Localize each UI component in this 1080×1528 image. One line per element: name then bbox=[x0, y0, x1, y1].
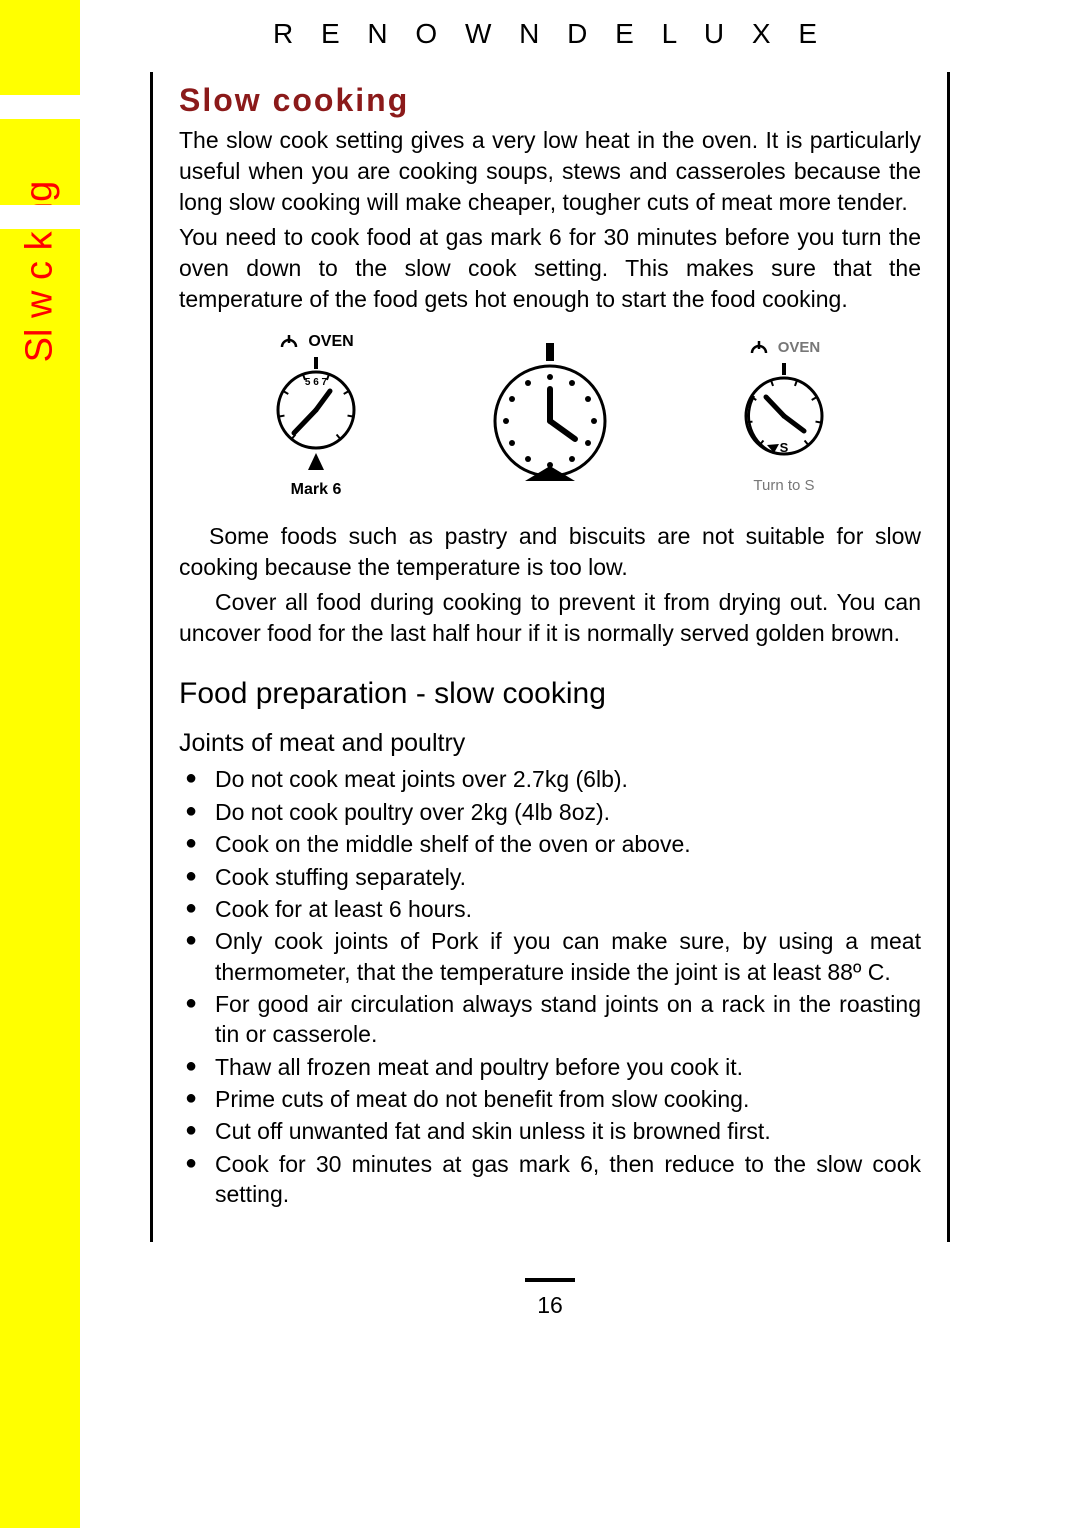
paragraph: The slow cook setting gives a very low h… bbox=[179, 125, 921, 218]
dial-caption: Mark 6 bbox=[291, 481, 342, 499]
power-icon bbox=[278, 333, 300, 351]
clock-graphic bbox=[480, 341, 620, 491]
page-number-rule bbox=[525, 1278, 575, 1282]
content-column: Slow cooking The slow cook setting gives… bbox=[150, 72, 950, 1242]
page-body: R E N O W N D E L U X E Slow cooking The… bbox=[100, 0, 1000, 1319]
list-item: Cut off unwanted fat and skin unless it … bbox=[185, 1116, 921, 1146]
paragraph: Cover all food during cooking to prevent… bbox=[179, 587, 921, 649]
list-item: Prime cuts of meat do not benefit from s… bbox=[185, 1084, 921, 1114]
oven-dial-turn-to-s: OVEN S bbox=[734, 339, 834, 494]
svg-text:S: S bbox=[780, 440, 789, 455]
list-item: Cook for 30 minutes at gas mark 6, then … bbox=[185, 1149, 921, 1210]
section-heading-slow-cooking: Slow cooking bbox=[179, 82, 921, 119]
subheading-food-preparation: Food preparation - slow cooking bbox=[179, 677, 921, 711]
side-tab: Sl w c king bbox=[0, 0, 80, 1528]
dial-caption: Turn to S bbox=[753, 477, 814, 494]
subsubheading-joints: Joints of meat and poultry bbox=[179, 729, 921, 758]
list-item: Cook on the middle shelf of the oven or … bbox=[185, 829, 921, 859]
power-icon bbox=[748, 339, 770, 357]
page-number: 16 bbox=[537, 1292, 563, 1318]
page-header-title: R E N O W N D E L U X E bbox=[150, 18, 950, 50]
dial-graphic: S bbox=[734, 361, 834, 471]
list-item: Do not cook poultry over 2kg (4lb 8oz). bbox=[185, 797, 921, 827]
list-item: Do not cook meat joints over 2.7kg (6lb)… bbox=[185, 764, 921, 794]
dial-illustration-row: OVEN 5 6 7 bbox=[179, 333, 921, 499]
list-item: Cook stuffing separately. bbox=[185, 862, 921, 892]
tab-cutout bbox=[0, 95, 80, 119]
page-number-block: 16 bbox=[150, 1278, 950, 1319]
list-item: Only cook joints of Pork if you can make… bbox=[185, 926, 921, 987]
svg-text:5 6 7: 5 6 7 bbox=[305, 377, 328, 388]
list-item: Cook for at least 6 hours. bbox=[185, 894, 921, 924]
list-item: For good air circulation always stand jo… bbox=[185, 989, 921, 1050]
paragraph: Some foods such as pastry and biscuits a… bbox=[179, 521, 921, 583]
tab-cutout bbox=[0, 205, 80, 229]
list-item: Thaw all frozen meat and poultry before … bbox=[185, 1052, 921, 1082]
oven-dial-mark6: OVEN 5 6 7 bbox=[266, 333, 366, 499]
paragraph: You need to cook food at gas mark 6 for … bbox=[179, 222, 921, 315]
oven-label: OVEN bbox=[778, 339, 821, 356]
bullet-list: Do not cook meat joints over 2.7kg (6lb)… bbox=[179, 764, 921, 1209]
oven-label: OVEN bbox=[308, 333, 353, 351]
dial-graphic: 5 6 7 bbox=[266, 355, 366, 475]
